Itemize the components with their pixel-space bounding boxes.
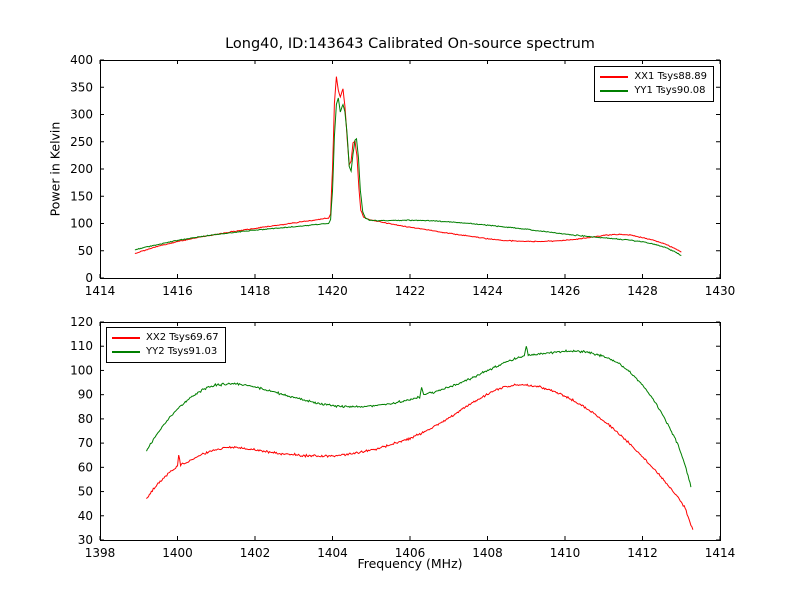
- x-tick-label: 1402: [240, 546, 271, 560]
- y-tick-label: 70: [78, 436, 93, 450]
- x-tick-label: 1414: [705, 546, 736, 560]
- x-axis-label: Frequency (MHz): [357, 556, 463, 571]
- legend-entry: YY2 Tsys91.03: [112, 345, 219, 359]
- legend-entry: XX1 Tsys88.89: [600, 70, 707, 84]
- x-tick-label: 1422: [395, 284, 426, 298]
- y-tick-label: 50: [78, 244, 93, 258]
- x-tick-label: 1404: [317, 546, 348, 560]
- top-subplot-legend: XX1 Tsys88.89 YY1 Tsys90.08: [594, 66, 714, 102]
- series-line-yy1: [134, 97, 682, 256]
- legend-line-sample-icon: [600, 90, 629, 92]
- legend-entry: XX2 Tsys69.67: [112, 331, 219, 345]
- x-tick-label: 1416: [162, 284, 193, 298]
- y-tick-label: 300: [70, 108, 93, 122]
- figure-title: Long40, ID:143643 Calibrated On-source s…: [225, 36, 595, 52]
- x-tick-label: 1412: [627, 546, 658, 560]
- y-tick-label: 90: [78, 388, 93, 402]
- series-line-xx1: [134, 76, 682, 255]
- x-tick-label: 1398: [85, 546, 116, 560]
- y-tick-label: 100: [70, 363, 93, 377]
- y-tick-label: 200: [70, 162, 93, 176]
- x-tick-label: 1410: [550, 546, 581, 560]
- x-tick-label: 1414: [85, 284, 116, 298]
- x-tick-label: 1406: [395, 546, 426, 560]
- legend-line-sample-icon: [112, 351, 140, 353]
- y-tick-label: 50: [78, 485, 93, 499]
- legend-line-sample-icon: [600, 76, 629, 78]
- series-line-yy2: [146, 346, 692, 488]
- y-tick-label: 150: [70, 189, 93, 203]
- y-tick-label: 100: [70, 217, 93, 231]
- y-tick-label: 30: [78, 533, 93, 547]
- legend-label: XX2 Tsys69.67: [146, 332, 219, 343]
- x-tick-label: 1408: [472, 546, 503, 560]
- y-tick-label: 400: [70, 53, 93, 67]
- legend-label: YY2 Tsys91.03: [146, 346, 218, 357]
- legend-label: YY1 Tsys90.08: [634, 85, 706, 96]
- y-tick-label: 120: [70, 315, 93, 329]
- legend-label: XX1 Tsys88.89: [634, 71, 707, 82]
- x-tick-label: 1428: [627, 284, 658, 298]
- series-line-xx2: [146, 383, 694, 530]
- x-tick-label: 1426: [550, 284, 581, 298]
- y-tick-label: 0: [85, 271, 93, 285]
- x-tick-label: 1418: [240, 284, 271, 298]
- x-tick-label: 1420: [317, 284, 348, 298]
- x-tick-label: 1430: [705, 284, 736, 298]
- legend-entry: YY1 Tsys90.08: [600, 84, 707, 98]
- y-tick-label: 250: [70, 135, 93, 149]
- y-tick-label: 60: [78, 460, 93, 474]
- y-tick-label: 350: [70, 80, 93, 94]
- bottom-subplot-legend: XX2 Tsys69.67 YY2 Tsys91.03: [106, 327, 226, 363]
- x-tick-label: 1400: [162, 546, 193, 560]
- y-tick-label: 110: [70, 339, 93, 353]
- y-tick-label: 80: [78, 412, 93, 426]
- x-tick-label: 1424: [472, 284, 503, 298]
- legend-line-sample-icon: [112, 337, 140, 339]
- y-tick-label: 40: [78, 509, 93, 523]
